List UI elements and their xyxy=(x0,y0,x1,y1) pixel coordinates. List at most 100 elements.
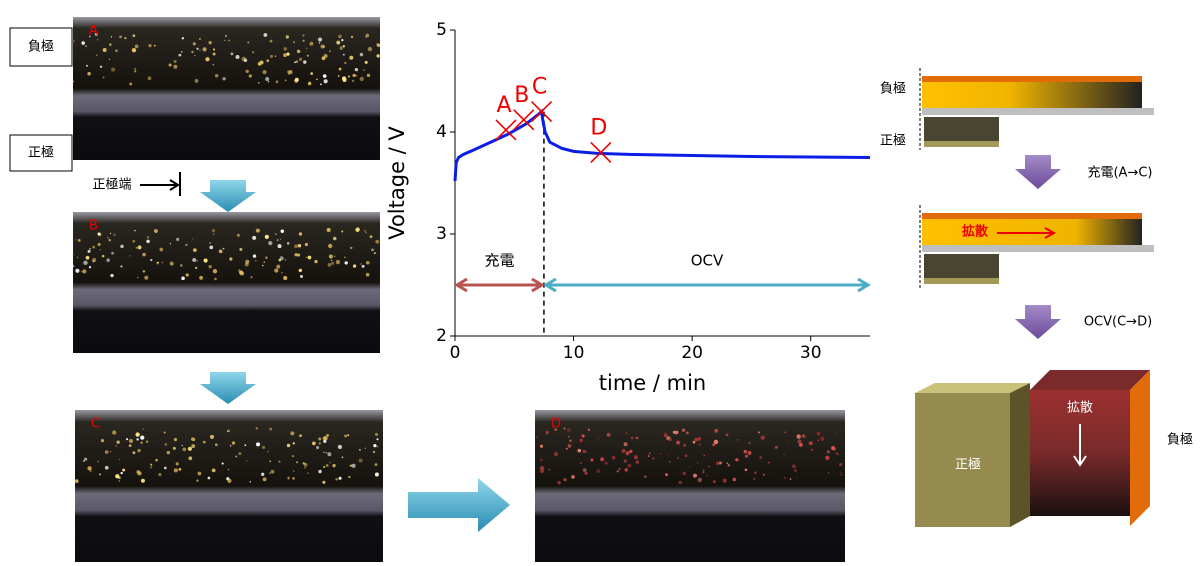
sparkle xyxy=(294,244,298,248)
sparkle xyxy=(182,447,186,451)
x-tick-label: 30 xyxy=(800,343,822,363)
sparkle xyxy=(195,267,197,269)
sparkle xyxy=(136,247,138,249)
span-label: OCV xyxy=(691,252,724,270)
x-tick-label: 20 xyxy=(681,343,703,363)
sparkle xyxy=(176,462,179,465)
span-arrow xyxy=(546,279,868,291)
sparkle xyxy=(684,430,686,432)
sparkle xyxy=(199,276,203,280)
arrow xyxy=(200,372,256,404)
figure: ABCD 負極 正極 正極端 23450102030time / minVolt… xyxy=(0,0,1200,562)
sparkle xyxy=(115,474,119,478)
sparkle xyxy=(285,80,287,82)
label: 拡散 xyxy=(1067,401,1093,416)
sparkle xyxy=(727,462,729,464)
layer xyxy=(922,108,1154,115)
sparkle xyxy=(540,445,543,448)
sparkle xyxy=(364,230,366,232)
x-axis-label: time / min xyxy=(599,371,706,395)
sparkle xyxy=(154,45,156,47)
sparkle xyxy=(224,40,225,41)
sparkle xyxy=(144,276,148,280)
label: 負極 xyxy=(1167,432,1193,448)
sparkle xyxy=(303,60,306,63)
sparkle xyxy=(359,458,363,462)
sparkle xyxy=(618,468,620,470)
sparkle xyxy=(540,459,543,462)
sparkle xyxy=(375,433,378,436)
sparkle xyxy=(86,256,90,260)
sparkle xyxy=(181,277,185,281)
sparkle xyxy=(373,444,376,447)
sparkle xyxy=(316,79,318,81)
sparkle xyxy=(629,450,632,453)
sparkle xyxy=(82,269,86,273)
sparkle xyxy=(703,470,705,472)
sparkle xyxy=(312,442,316,446)
sparkle xyxy=(370,235,373,238)
sparkle xyxy=(340,46,343,49)
sparkle xyxy=(276,80,279,83)
sparkle xyxy=(376,43,379,46)
sparkle xyxy=(115,49,118,52)
sparkle xyxy=(246,70,249,73)
sparkle xyxy=(164,467,167,470)
sparkle xyxy=(283,276,287,280)
sparkle xyxy=(239,248,242,251)
sparkle xyxy=(143,270,146,273)
sparkle xyxy=(665,473,668,476)
sparkle xyxy=(299,269,302,272)
sparkle xyxy=(578,449,581,452)
y-tick-label: 4 xyxy=(436,122,447,142)
sparkle xyxy=(571,475,575,479)
sparkle xyxy=(339,477,342,480)
sparkle xyxy=(536,437,537,438)
sparkle xyxy=(133,34,136,37)
layer xyxy=(922,213,1142,219)
sparkle xyxy=(319,42,320,43)
sparkle xyxy=(668,438,672,442)
sparkle xyxy=(250,276,252,278)
sparkle xyxy=(352,80,354,82)
sparkle xyxy=(75,239,76,240)
sparkle xyxy=(116,445,117,446)
sparkle xyxy=(668,455,669,456)
layer xyxy=(924,117,999,141)
sparkle xyxy=(737,439,739,441)
sparkle xyxy=(227,479,231,483)
sparkle xyxy=(669,461,670,462)
sparkle xyxy=(113,234,115,236)
sparkle xyxy=(765,430,766,431)
sparkle xyxy=(375,463,378,466)
sparkle xyxy=(588,429,590,431)
sparkle xyxy=(582,450,585,453)
sparkle xyxy=(210,435,214,439)
sparkle xyxy=(362,265,365,268)
sparkle xyxy=(298,244,301,247)
sparkle xyxy=(110,274,113,277)
sparkle xyxy=(72,80,74,82)
sparkle xyxy=(828,472,829,473)
sparkle xyxy=(307,472,308,473)
edge-arrow xyxy=(140,172,180,196)
sparkle xyxy=(278,244,282,248)
sparkle xyxy=(120,265,122,267)
label: 充電(A→C) xyxy=(1087,165,1152,181)
sparkle xyxy=(783,454,784,455)
sparkle xyxy=(648,455,650,457)
sparkle xyxy=(569,440,571,442)
label: 正極 xyxy=(880,133,906,149)
sparkle xyxy=(86,65,88,67)
sparkle xyxy=(685,454,688,457)
sparkle xyxy=(246,460,247,461)
sparkle xyxy=(726,433,729,436)
sparkle xyxy=(97,39,98,40)
sparkle xyxy=(697,437,701,441)
sparkle xyxy=(318,437,321,440)
sparkle xyxy=(320,470,321,471)
sparkle xyxy=(179,468,182,471)
sparkle xyxy=(349,56,353,60)
sparkle xyxy=(245,262,249,266)
sparkle xyxy=(141,479,145,483)
